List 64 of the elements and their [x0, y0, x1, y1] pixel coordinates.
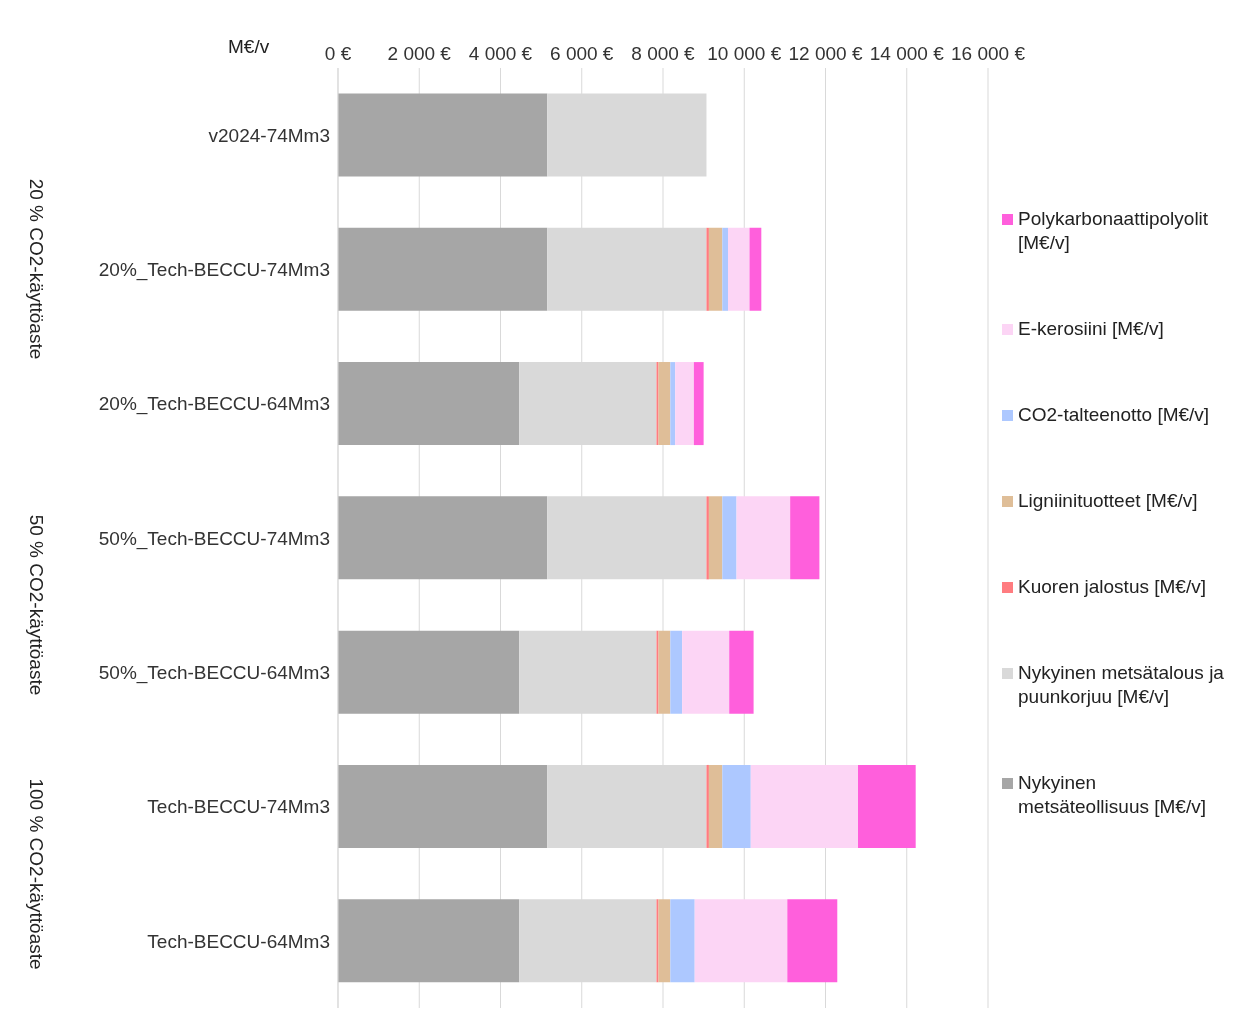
bar — [338, 496, 548, 580]
bar — [749, 227, 762, 311]
bar — [670, 362, 676, 446]
bar — [729, 630, 754, 714]
x-tick-label: 0 € — [324, 43, 352, 64]
bar — [658, 899, 671, 983]
legend-label: Nykyinen metsätalous ja puunkorjuu [M€/v] — [1018, 661, 1225, 709]
bar — [338, 93, 548, 177]
y-tick-label: v2024-74Mm3 — [208, 124, 330, 146]
bar — [706, 764, 709, 848]
bar — [787, 899, 838, 983]
bar — [670, 630, 683, 714]
bar — [656, 362, 659, 446]
legend-label: Ligniinituotteet [M€/v] — [1018, 489, 1198, 513]
x-tick-label: 10 000 € — [707, 43, 782, 64]
bar — [338, 227, 548, 311]
bar — [708, 764, 723, 848]
bar — [338, 899, 520, 983]
x-tick-label: 8 000 € — [631, 43, 696, 64]
bar — [750, 764, 858, 848]
bar — [682, 630, 730, 714]
bar — [706, 496, 709, 580]
legend-label: Kuoren jalostus [M€/v] — [1018, 575, 1206, 599]
legend-label: Nykyinen metsäteollisuus [M€/v] — [1018, 771, 1207, 819]
bar — [693, 362, 704, 446]
bar — [338, 764, 548, 848]
bar — [338, 630, 520, 714]
bar — [706, 227, 709, 311]
bar — [790, 496, 820, 580]
bar — [858, 764, 916, 848]
bar — [656, 899, 659, 983]
y-tick-label: Tech-BECCU-74Mm3 — [147, 796, 330, 818]
bar — [728, 227, 750, 311]
x-tick-label: 14 000 € — [869, 43, 945, 64]
y-tick-label: 50%_Tech-BECCU-64Mm3 — [98, 662, 330, 685]
bar — [675, 362, 694, 446]
x-tick-label: 4 000 € — [468, 43, 533, 64]
bar — [694, 899, 788, 983]
bar — [658, 630, 671, 714]
x-tick-label: 2 000 € — [387, 43, 452, 64]
bar — [338, 362, 520, 446]
y-tick-label: 20%_Tech-BECCU-74Mm3 — [98, 259, 330, 282]
bar — [708, 227, 723, 311]
bar — [656, 630, 659, 714]
x-tick-label: 16 000 € — [951, 43, 1026, 64]
bar — [670, 899, 695, 983]
bar — [708, 496, 723, 580]
text: 100 % CO2-käyttöaste — [25, 778, 47, 970]
x-tick-label: 6 000 € — [550, 43, 614, 64]
text: 20 % CO2-käyttöaste — [25, 179, 47, 360]
bar — [722, 764, 751, 848]
legend-label: CO2-talteenotto [M€/v] — [1018, 403, 1210, 427]
bar — [722, 496, 737, 580]
bar — [658, 362, 671, 446]
text: 50 % CO2-käyttöaste — [25, 514, 47, 696]
bar — [736, 496, 791, 580]
legend-label: Polykarbonaattipolyolit [M€/v] — [1018, 207, 1210, 255]
y-tick-label: 50%_Tech-BECCU-74Mm3 — [98, 527, 330, 550]
legend-label: E-kerosiini [M€/v] — [1018, 317, 1164, 341]
y-tick-label: Tech-BECCU-64Mm3 — [147, 930, 330, 952]
bar — [722, 227, 728, 311]
x-tick-label: 12 000 € — [788, 43, 863, 64]
y-tick-label: 20%_Tech-BECCU-64Mm3 — [98, 393, 330, 416]
x-axis-title: M€/v — [228, 36, 270, 58]
